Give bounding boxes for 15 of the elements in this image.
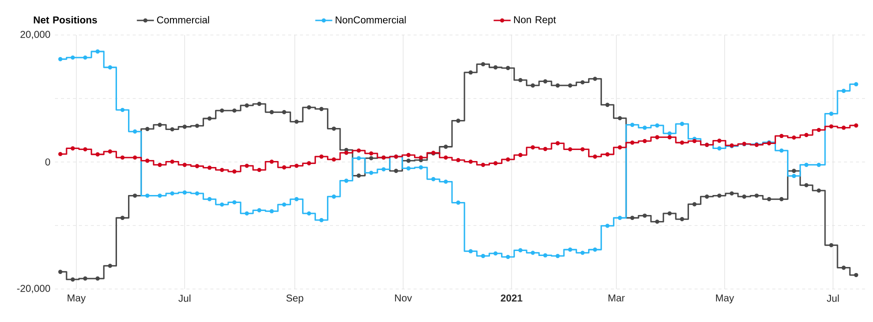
y-tick-label: -20,000 xyxy=(17,284,50,294)
legend-label: Non Rept xyxy=(514,16,556,26)
legend-label: Commercial xyxy=(157,16,210,24)
x-tick-label: Mar xyxy=(608,294,625,302)
x-tick-label: Jul xyxy=(826,294,839,302)
x-tick-label: 2021 xyxy=(500,294,522,302)
x-tick-label: May xyxy=(716,294,734,304)
y-tick-label: 20,000 xyxy=(20,30,50,40)
y-tick-label: 0 xyxy=(45,158,50,166)
x-tick-label: Jul xyxy=(178,294,190,302)
x-tick-label: Nov xyxy=(395,294,412,302)
x-tick-label: May xyxy=(68,294,86,304)
legend-label: NonCommercial xyxy=(336,16,406,24)
legend-title: Net Positions xyxy=(34,16,97,24)
x-tick-label: Sep xyxy=(286,294,304,304)
